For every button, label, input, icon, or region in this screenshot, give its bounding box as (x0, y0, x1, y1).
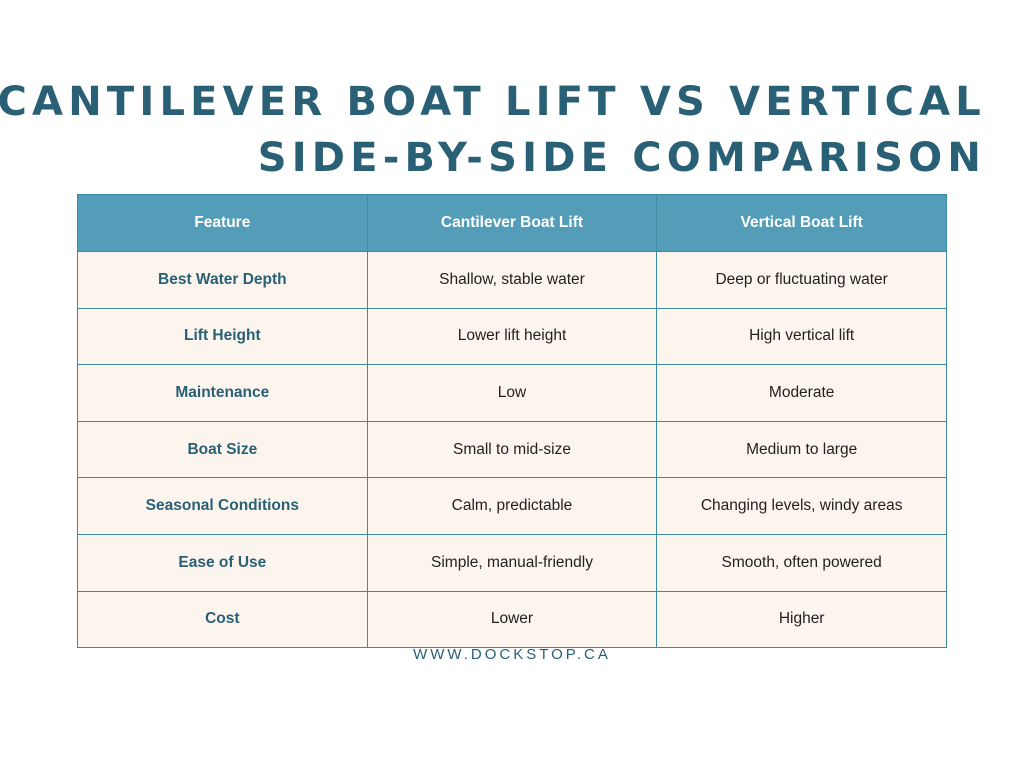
vertical-cell: Moderate (656, 364, 947, 422)
table-row: Lift Height Lower lift height High vertica… (77, 307, 947, 366)
table-row: Ease of Use Simple, manual-friendly Smooth… (77, 533, 947, 592)
vertical-cell: Higher (656, 590, 947, 649)
page-title-line1: CANTILEVER BOAT LIFT VS VERTICAL (0, 79, 986, 125)
column-header: Cantilever Boat Lift (366, 194, 658, 252)
vertical-cell: Changing levels, windy areas (656, 477, 947, 535)
feature-cell: Boat Size (77, 420, 368, 479)
page-title-line2: SIDE-BY-SIDE COMPARISON (257, 135, 986, 181)
feature-cell: Best Water Depth (77, 251, 368, 309)
column-header: Feature (77, 194, 368, 252)
cantilever-cell: Low (366, 364, 658, 422)
cantilever-cell: Small to mid-size (366, 420, 658, 479)
table-row: Boat Size Small to mid-size Medium to larg… (77, 420, 947, 479)
cantilever-cell: Lower (366, 590, 658, 649)
cantilever-cell: Shallow, stable water (366, 251, 658, 309)
feature-cell: Lift Height (77, 307, 368, 366)
column-header: Vertical Boat Lift (656, 194, 947, 252)
vertical-cell: Deep or fluctuating water (656, 251, 947, 309)
feature-cell: Ease of Use (77, 533, 368, 592)
table-row: Seasonal Conditions Calm, predictable Chan… (77, 477, 947, 535)
cantilever-cell: Calm, predictable (366, 477, 658, 535)
feature-cell: Seasonal Conditions (77, 477, 368, 535)
table-header-row: Feature Cantilever Boat Lift Vertical Bo… (77, 194, 947, 252)
vertical-cell: Smooth, often powered (656, 533, 947, 592)
feature-cell: Maintenance (77, 364, 368, 422)
table-row: Maintenance Low Moderate (77, 364, 947, 422)
website-footer: WWW.DOCKSTOP.CA (413, 646, 611, 663)
cantilever-cell: Lower lift height (366, 307, 658, 366)
cantilever-cell: Simple, manual-friendly (366, 533, 658, 592)
feature-cell: Cost (77, 590, 368, 649)
vertical-cell: High vertical lift (656, 307, 947, 366)
vertical-cell: Medium to large (656, 420, 947, 479)
comparison-table: Feature Cantilever Boat Lift Vertical Bo… (77, 194, 947, 649)
table-row: Cost Lower Higher (77, 590, 947, 649)
table-row: Best Water Depth Shallow, stable water Dee… (77, 251, 947, 309)
